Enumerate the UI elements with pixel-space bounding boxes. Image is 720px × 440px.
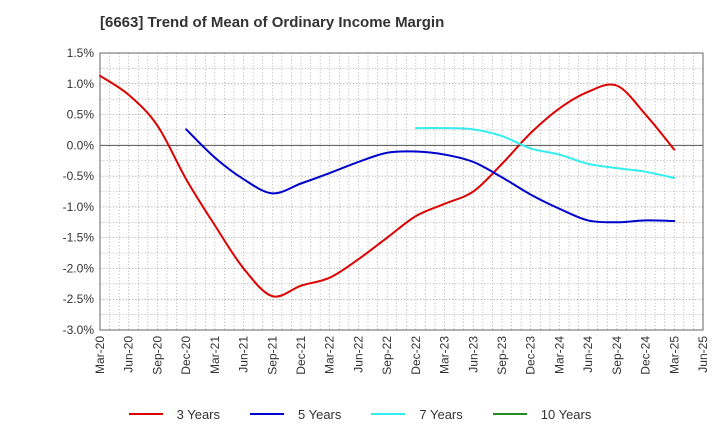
- y-tick-label: -1.0%: [63, 200, 95, 214]
- series-line-3-years: [99, 74, 676, 298]
- legend-label-3-years: 3 Years: [176, 406, 220, 422]
- x-tick-label: Sep-24: [610, 336, 624, 375]
- legend-swatch-7-years: [371, 413, 406, 415]
- legend: 3 Years 5 Years 7 Years 10 Years: [0, 402, 720, 426]
- x-tick-label: Jun-23: [466, 336, 480, 373]
- x-tick-label: Sep-23: [495, 336, 509, 375]
- x-tick-label: Dec-21: [294, 336, 308, 375]
- x-tick-label: Mar-25: [667, 336, 681, 374]
- axis-layer: [99, 52, 704, 331]
- y-tick-label: 1.5%: [67, 46, 95, 60]
- legend-swatch-10-years: [492, 413, 527, 415]
- x-tick-label: Jun-24: [581, 336, 595, 373]
- y-tick-label: -1.5%: [63, 231, 95, 245]
- series-line-5-years: [185, 128, 676, 224]
- x-tick-label: Mar-23: [438, 336, 452, 374]
- chart-title: [6663] Trend of Mean of Ordinary Income …: [100, 14, 445, 31]
- legend-swatch-5-years: [250, 413, 284, 415]
- x-tick-label: Mar-20: [93, 336, 107, 374]
- x-tick-label: Mar-21: [208, 336, 222, 374]
- y-tick-label: 0.0%: [67, 138, 95, 152]
- legend-item-3-years: 3 Years: [128, 406, 220, 422]
- y-tick-label: -0.5%: [63, 169, 95, 183]
- legend-label-10-years: 10 Years: [540, 406, 592, 422]
- series-line-7-years: [414, 127, 676, 179]
- x-tick-label: Dec-22: [409, 336, 423, 375]
- y-tick-label: -3.0%: [63, 323, 95, 337]
- x-tick-label: Sep-21: [265, 336, 279, 375]
- legend-item-10-years: 10 Years: [492, 406, 592, 422]
- plot-frame: [99, 52, 704, 331]
- legend-label-7-years: 7 Years: [419, 406, 463, 422]
- legend-item-7-years: 7 Years: [371, 406, 463, 422]
- x-tick-label: Mar-24: [552, 336, 566, 374]
- tick-label-layer: 1.5% 1.0% 0.5% 0.0% -0.5% -1.0% -1.5% -2.0% -2.5…: [63, 46, 710, 375]
- x-tick-label: Dec-20: [179, 336, 193, 375]
- x-tick-label: Jun-22: [351, 336, 365, 373]
- y-tick-label: 0.5%: [67, 108, 95, 122]
- x-tick-label: Jun-21: [237, 336, 251, 373]
- x-tick-label: Jun-25: [696, 336, 710, 373]
- legend-swatch-3-years: [128, 413, 163, 415]
- legend-item-5-years: 5 Years: [250, 407, 341, 422]
- legend-label-5-years: 5 Years: [298, 406, 342, 422]
- x-tick-label: Mar-22: [323, 336, 337, 374]
- x-tick-label: Dec-24: [639, 336, 653, 375]
- series-layer: [99, 74, 676, 298]
- x-tick-label: Sep-22: [380, 336, 394, 375]
- grid-layer: [100, 52, 703, 331]
- y-tick-label: 1.0%: [67, 77, 95, 91]
- x-tick-label: Sep-20: [150, 336, 164, 375]
- x-tick-label: Jun-20: [122, 336, 136, 373]
- x-tick-label: Dec-23: [524, 336, 538, 375]
- y-tick-label: -2.5%: [63, 292, 95, 306]
- y-tick-label: -2.0%: [63, 261, 95, 275]
